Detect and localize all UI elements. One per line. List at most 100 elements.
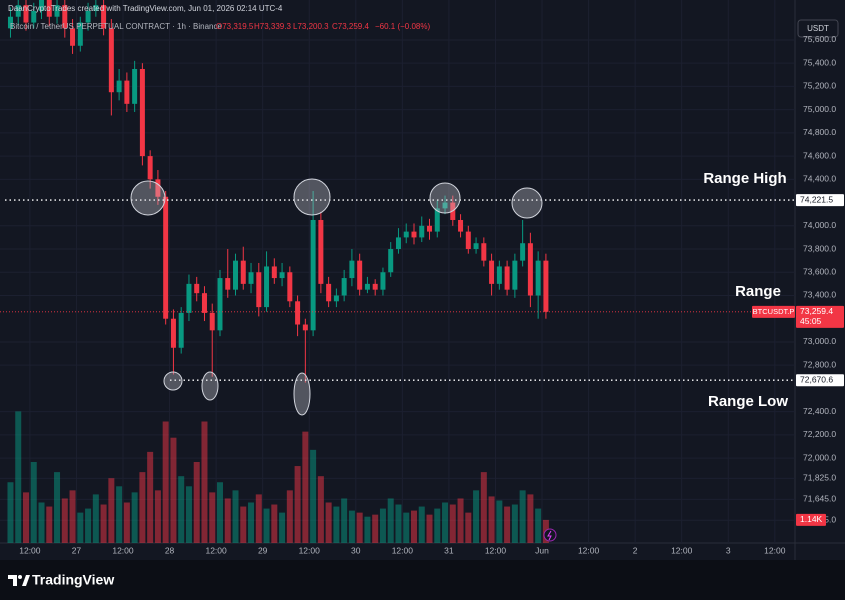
y-tick-label: 73,400.0 xyxy=(803,290,836,300)
price-label: 73,259.4 xyxy=(800,306,833,316)
volume-bar xyxy=(426,514,433,543)
candle-body xyxy=(54,5,60,17)
level-label: 72,670.6 xyxy=(800,374,833,384)
x-tick-label: 12:00 xyxy=(764,545,786,555)
volume-bar xyxy=(410,510,417,543)
highlight xyxy=(293,372,311,416)
volume-bar xyxy=(240,506,247,543)
legend-close: C73,259.4 xyxy=(332,22,369,31)
volume-bar xyxy=(263,508,270,543)
level-tag xyxy=(796,194,844,207)
volume-bar xyxy=(22,492,29,543)
volume-bar xyxy=(162,421,169,543)
annotation: Range High xyxy=(703,170,786,187)
currency-button[interactable] xyxy=(797,19,839,38)
volume-bar xyxy=(519,490,526,543)
y-tick-label: 73,800.0 xyxy=(803,243,836,253)
candle-body xyxy=(271,266,277,279)
volume-bar xyxy=(387,498,394,543)
candle-body xyxy=(318,219,324,284)
volume-bar xyxy=(442,502,449,543)
x-tick-label: 3 xyxy=(726,545,731,555)
x-tick-label: 2 xyxy=(633,545,638,555)
volume-bar xyxy=(271,504,278,543)
price-axis xyxy=(795,0,845,560)
volume-bar xyxy=(286,490,293,543)
candle-body xyxy=(434,208,440,232)
volume-bar xyxy=(193,462,200,543)
y-tick-label: 72,800.0 xyxy=(803,359,836,369)
volume-bar xyxy=(511,504,518,543)
legend-low: L73,200.3 xyxy=(293,22,329,31)
candle-body xyxy=(85,10,91,23)
volume-tag xyxy=(796,513,826,526)
highlights xyxy=(130,178,543,416)
candle-body xyxy=(403,231,409,238)
candle-body xyxy=(264,266,270,308)
candle-body xyxy=(520,243,526,261)
x-tick-label: 28 xyxy=(165,545,175,555)
y-tick-label: 72,400.0 xyxy=(803,406,836,416)
x-tick-label: 30 xyxy=(351,545,361,555)
candle-body xyxy=(209,312,215,331)
y-tick-label: 72,200.0 xyxy=(803,429,836,439)
candle-body xyxy=(217,278,223,331)
volume-bar xyxy=(170,437,177,543)
volume-bar xyxy=(69,490,76,543)
volume-bar xyxy=(92,494,99,543)
candle-body xyxy=(535,260,541,296)
highlight xyxy=(130,180,166,216)
currency[interactable]: USDT xyxy=(807,24,829,33)
volume-bar xyxy=(504,506,511,543)
level-label: 74,221.5 xyxy=(800,194,833,204)
candle-body xyxy=(512,260,518,290)
volume-bar xyxy=(535,508,542,543)
candle-body xyxy=(233,260,239,290)
candle-body xyxy=(527,243,533,296)
volume-bar xyxy=(232,490,239,543)
volume-bar xyxy=(46,506,53,543)
candle-body xyxy=(419,225,425,238)
volume-bar xyxy=(294,466,301,543)
volume-bar xyxy=(178,476,185,543)
candle-body xyxy=(427,225,433,232)
highlight xyxy=(293,178,331,216)
volume-bar xyxy=(209,492,216,543)
candle-body xyxy=(380,272,386,290)
volume-bar xyxy=(527,494,534,543)
logo: TradingView xyxy=(8,572,114,588)
event-icon[interactable] xyxy=(543,528,557,542)
volume-bar xyxy=(147,451,154,543)
volume-bar xyxy=(480,472,487,543)
candle-body xyxy=(496,266,502,284)
volume-bar xyxy=(364,516,371,543)
candle-body xyxy=(504,266,510,290)
candle-body xyxy=(295,301,301,325)
y-tick-label: 75,400.0 xyxy=(803,57,836,67)
candle-body xyxy=(248,272,254,284)
highlight xyxy=(429,182,461,214)
candle-body xyxy=(326,283,332,302)
candle-body xyxy=(139,68,145,157)
highlight xyxy=(511,187,543,219)
volume-tag-label: 1.14K xyxy=(800,514,823,524)
candle-body xyxy=(349,260,355,279)
volume-bar xyxy=(85,508,92,543)
candle-body xyxy=(372,283,378,290)
volume-bar xyxy=(15,411,22,543)
y-tick-label: 75,200.0 xyxy=(803,81,836,91)
candle-body xyxy=(124,80,130,104)
y-tick-label: 74,400.0 xyxy=(803,174,836,184)
volume-bar xyxy=(333,506,340,543)
candle-body xyxy=(46,0,52,17)
y-tick-label: 71,825.0 xyxy=(803,473,836,483)
candle-body xyxy=(77,22,83,46)
volume-bar xyxy=(38,502,45,543)
volume-bar xyxy=(310,449,317,543)
candle-body xyxy=(23,5,29,23)
volume-bar xyxy=(108,478,115,543)
volume-bar xyxy=(123,502,130,543)
candle-body xyxy=(39,0,45,11)
candle-body xyxy=(108,28,114,93)
